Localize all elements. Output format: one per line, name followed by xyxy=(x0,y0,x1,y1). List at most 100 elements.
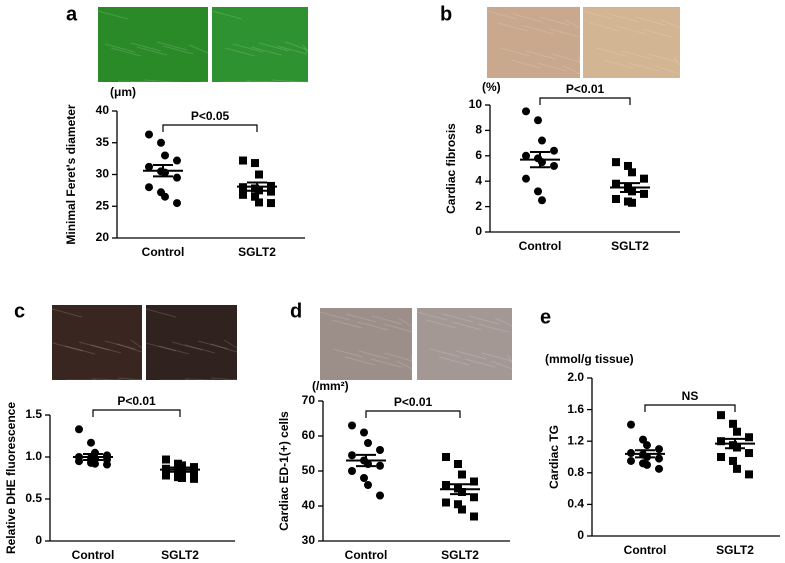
micrograph-texture xyxy=(130,339,143,349)
data-point xyxy=(612,194,620,203)
data-point xyxy=(612,179,620,188)
micrograph-texture xyxy=(210,343,238,353)
micrograph-texture xyxy=(171,341,203,351)
micrograph-texture xyxy=(130,42,162,52)
panel: b (%) Cardiac fibrosis 0 2 4 6 8 10 Control SGLT2 P… xyxy=(440,3,681,253)
data-point xyxy=(376,491,384,500)
data-point xyxy=(628,198,636,207)
micrograph-texture xyxy=(258,42,290,52)
significance-bracket xyxy=(92,409,181,417)
data-point xyxy=(643,441,651,450)
micrograph-texture xyxy=(250,46,282,56)
micrograph xyxy=(487,7,580,78)
panel-letter: b xyxy=(440,3,452,25)
micrograph-texture xyxy=(477,323,509,333)
data-point xyxy=(103,460,111,469)
micrograph-texture xyxy=(123,81,155,86)
data-point xyxy=(161,192,169,201)
x-tick-label: SGLT2 xyxy=(161,548,199,562)
micrograph-texture xyxy=(104,340,136,350)
micrograph-texture xyxy=(276,45,308,55)
micrograph-texture xyxy=(156,41,188,51)
micrograph-texture xyxy=(397,317,413,327)
micrograph xyxy=(212,7,308,82)
micrograph-texture xyxy=(621,50,653,60)
data-point xyxy=(717,453,725,461)
micrograph-texture xyxy=(331,319,363,329)
micrograph xyxy=(417,308,512,380)
data-point xyxy=(454,500,462,509)
data-point xyxy=(458,488,466,496)
y-tick-label: 70 xyxy=(302,393,316,407)
micrograph-texture xyxy=(551,53,581,63)
micrograph-texture xyxy=(442,313,474,323)
y-tick-label: 0 xyxy=(475,224,482,238)
micrograph-texture xyxy=(654,65,681,75)
micrograph xyxy=(320,308,412,380)
micrograph-texture xyxy=(263,81,295,85)
data-point xyxy=(717,411,725,420)
y-tick-label: 0.4 xyxy=(567,497,584,511)
micrograph-texture xyxy=(538,16,570,26)
micrograph-texture xyxy=(143,79,175,83)
micrograph-texture xyxy=(237,81,269,86)
micrograph-texture xyxy=(210,377,238,381)
micrograph-texture xyxy=(507,354,513,364)
micrograph-texture xyxy=(158,345,190,355)
micrograph-texture xyxy=(289,81,309,84)
data-point xyxy=(442,453,450,461)
y-axis-label: Cardiac fibrosis xyxy=(444,123,458,214)
data-point xyxy=(628,168,636,177)
micrograph-texture xyxy=(211,10,243,20)
unit-label: (mmol/g tissue) xyxy=(545,352,634,366)
data-point xyxy=(454,460,462,468)
data-point xyxy=(745,433,753,442)
y-tick-label: 1.5 xyxy=(25,407,42,421)
data-point xyxy=(91,459,99,468)
micrograph-texture xyxy=(396,360,413,370)
data-point xyxy=(360,428,368,437)
micrograph-texture xyxy=(615,25,647,35)
micrograph-texture xyxy=(319,311,351,321)
micrograph-texture xyxy=(464,358,496,368)
significance-label: P<0.01 xyxy=(394,395,433,409)
data-point xyxy=(75,457,83,466)
micrograph-texture xyxy=(197,379,229,383)
micrograph-texture xyxy=(145,342,177,352)
micrograph-texture xyxy=(647,53,679,63)
micrograph-texture xyxy=(223,339,238,349)
y-tick-label: 40 xyxy=(302,498,316,512)
micrograph-texture xyxy=(284,41,309,51)
micrograph-texture xyxy=(525,50,557,60)
micrograph-texture xyxy=(184,344,216,354)
micrograph-texture xyxy=(232,43,264,53)
data-point xyxy=(522,151,530,160)
panel-letter: d xyxy=(290,300,302,322)
panel: d (/mm²) Cardiac ED-1(+) cells 30 40 50 60 70 Co… xyxy=(277,300,513,562)
micrograph-texture xyxy=(188,44,209,54)
y-tick-label: 35 xyxy=(96,135,110,149)
data-point xyxy=(239,156,247,165)
panel: a (μm) Minimal Feret's diameter 20 25 30 35 40 C… xyxy=(64,3,309,259)
micrograph-texture xyxy=(117,377,143,381)
micrograph-texture xyxy=(162,45,194,55)
micrograph-texture xyxy=(51,308,83,318)
data-point xyxy=(360,474,368,482)
micrograph-texture xyxy=(184,378,216,381)
data-point xyxy=(442,498,450,507)
x-tick-label: Control xyxy=(142,245,185,259)
unit-label: (%) xyxy=(482,80,501,94)
data-point xyxy=(458,505,466,514)
data-point xyxy=(376,446,384,454)
error-bar xyxy=(635,449,655,459)
micrograph-texture xyxy=(344,356,376,366)
panel: e (mmol/g tissue) Cardiac TG 0 0.4 0.8 1.2 1.6 2… xyxy=(540,306,780,557)
data-point xyxy=(643,460,651,469)
data-point xyxy=(624,161,632,170)
data-point xyxy=(733,427,741,436)
panel: c Relative DHE fluorescence 0 0.5 1.0 1.5 Cont… xyxy=(4,300,238,562)
y-tick-label: 2.0 xyxy=(567,370,584,384)
significance-label: NS xyxy=(682,389,699,403)
data-point xyxy=(733,464,741,473)
data-point xyxy=(75,425,83,434)
